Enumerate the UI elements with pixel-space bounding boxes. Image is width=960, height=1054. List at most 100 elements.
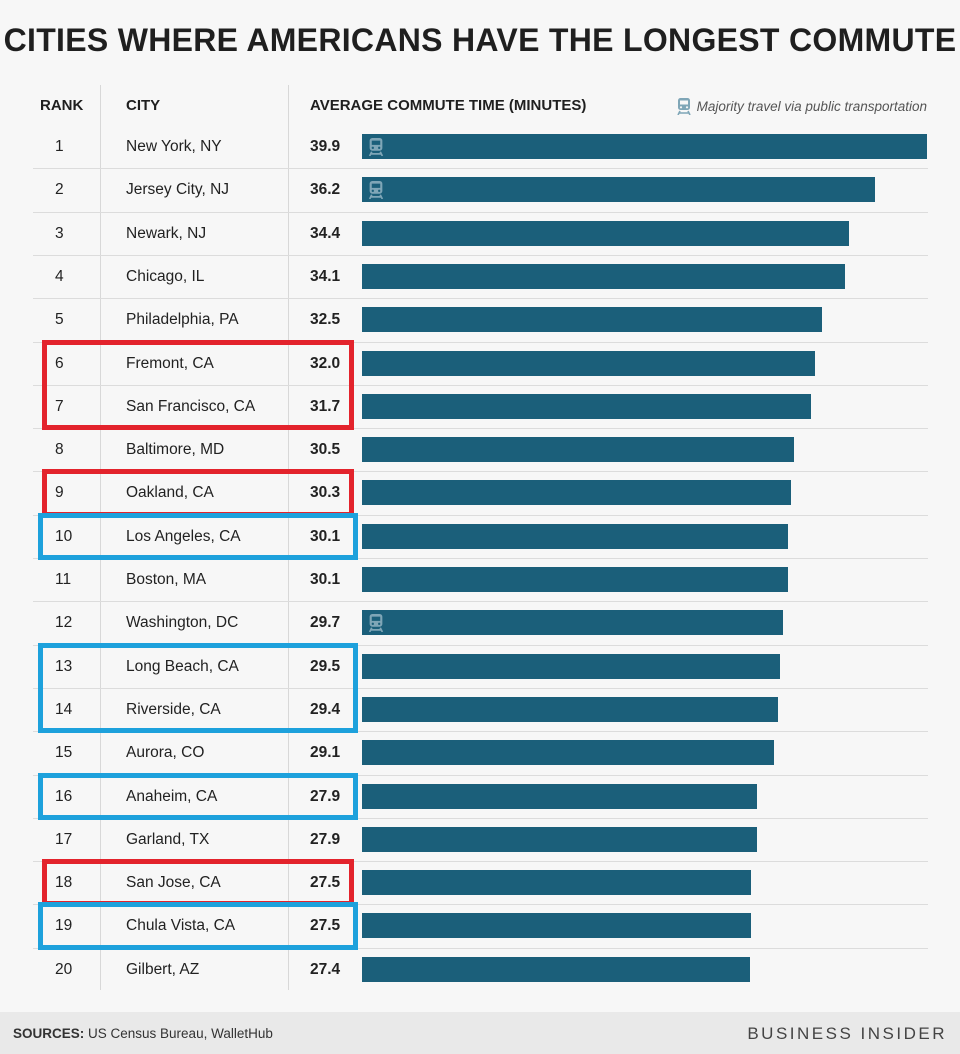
bar [362,826,758,852]
city-cell: Long Beach, CA [126,657,239,675]
value-label: 29.1 [310,744,341,762]
row-divider [33,168,928,170]
city-cell: Washington, DC [126,614,239,632]
row-divider [33,644,928,646]
row-divider [33,384,928,386]
row-divider [33,861,928,863]
value-label: 27.5 [310,917,341,935]
value-label: 32.5 [310,311,341,329]
row-divider [33,514,928,516]
city-cell: Aurora, CO [126,744,205,762]
header-city: CITY [126,97,161,114]
bar [362,740,775,766]
legend: Majority travel via public transportatio… [676,98,927,115]
table-row: 20 Gilbert, AZ 27.4 [33,948,928,991]
rank-cell: 7 [55,397,64,415]
bar [362,913,752,939]
row-divider [33,601,928,603]
highlight-box-blue [38,772,358,820]
train-icon [676,98,691,115]
rank-cell: 12 [55,614,73,632]
value-label: 36.2 [310,181,341,199]
value-label: 30.3 [310,484,341,502]
row-divider [33,558,928,559]
bar [362,437,794,463]
highlight-box-blue [38,902,358,950]
header-rank: RANK [40,97,84,114]
row-divider [33,428,928,430]
rank-cell: 19 [55,917,73,935]
bar [362,956,750,982]
rank-cell: 1 [55,138,64,155]
highlight-box-blue [38,512,358,560]
bar [362,567,789,592]
bar [362,220,850,246]
table-row: 6 Fremont, CA 32.0 [33,342,928,385]
highlight-box-red [42,469,354,517]
sources-label: SOURCES: [13,1026,85,1041]
city-cell: Chula Vista, CA [126,917,236,935]
sources: SOURCES: US Census Bureau, WalletHub [13,1026,273,1041]
table-row: 16 Anaheim, CA 27.9 [33,775,928,818]
city-cell: Philadelphia, PA [126,311,239,329]
bar [362,870,752,896]
bar [362,263,845,289]
value-label: 27.9 [310,830,341,848]
chart-title: CITIES WHERE AMERICANS HAVE THE LONGEST … [3,22,957,58]
bar [362,134,927,159]
bar [362,610,783,636]
rank-cell: 3 [55,224,64,242]
city-cell: Gilbert, AZ [126,960,200,978]
table-row: 19 Chula Vista, CA 27.5 [33,904,928,947]
table-row: 9 Oakland, CA 30.3 [33,471,928,514]
column-divider [288,85,289,990]
brand-logo: BUSINESS INSIDER [747,1024,947,1043]
sources-text: US Census Bureau, WalletHub [84,1026,273,1041]
highlight-box-red [42,859,354,907]
table-row: 17 Garland, TX 27.9 [33,818,928,861]
table-row: 11 Boston, MA 30.1 [33,558,928,601]
row-divider [33,471,928,473]
value-label: 31.7 [310,397,341,415]
value-label: 27.9 [310,787,341,805]
city-cell: Anaheim, CA [126,787,218,805]
value-label: 34.1 [310,267,341,285]
table-row: 14 Riverside, CA 29.4 [33,688,928,731]
row-divider [33,341,928,343]
table-row: 3 Newark, NJ 34.4 [33,212,928,255]
city-cell: Chicago, IL [126,267,205,285]
rank-cell: 9 [55,484,64,502]
city-cell: Jersey City, NJ [126,181,230,199]
rank-cell: 20 [55,960,73,978]
rank-cell: 13 [55,657,73,675]
rank-cell: 6 [55,354,64,372]
bar [362,696,779,722]
row-divider [33,817,928,819]
table-row: 15 Aurora, CO 29.1 [33,731,928,774]
row-divider [33,254,928,256]
bar [362,307,823,333]
bar [362,783,758,809]
rank-cell: 10 [55,527,73,545]
value-label: 34.4 [310,224,341,242]
row-divider [33,731,928,733]
city-cell: Oakland, CA [126,484,214,502]
value-label: 29.5 [310,657,341,675]
table-row: 5 Philadelphia, PA 32.5 [33,298,928,341]
city-cell: San Jose, CA [126,874,221,892]
bar [362,350,816,376]
train-icon [368,138,384,157]
table-row: 1 New York, NY 39.9 [33,125,928,168]
highlight-box-red [42,339,354,431]
row-divider [33,211,928,213]
table-row: 7 San Francisco, CA 31.7 [33,385,928,428]
city-cell: Boston, MA [126,571,207,588]
table-row: 10 Los Angeles, CA 30.1 [33,515,928,558]
bar [362,177,875,203]
row-divider [33,298,928,300]
rank-cell: 8 [55,441,64,459]
value-label: 30.1 [310,571,341,588]
highlight-box-blue [38,642,358,734]
city-cell: Newark, NJ [126,224,207,242]
